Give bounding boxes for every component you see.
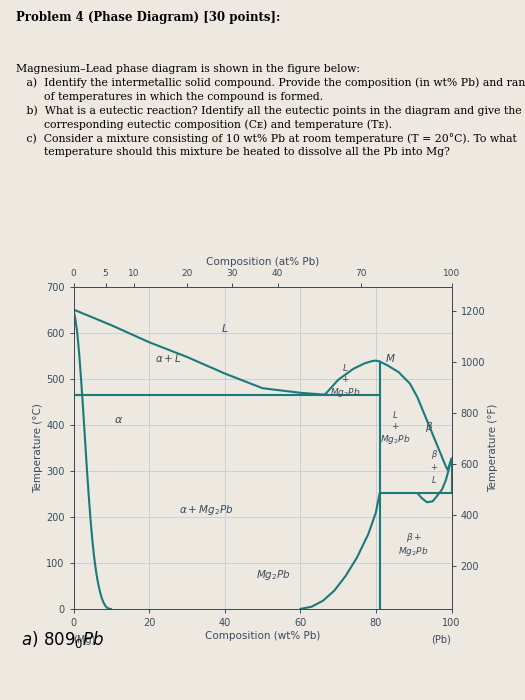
Text: $L$: $L$ — [221, 323, 228, 335]
Text: $L$
$+$
$Mg_2Pb$: $L$ $+$ $Mg_2Pb$ — [380, 409, 410, 446]
Text: $\beta +$
$Mg_2Pb$: $\beta +$ $Mg_2Pb$ — [398, 531, 429, 559]
Text: $Mg_2Pb$: $Mg_2Pb$ — [256, 568, 291, 582]
Text: (Mg): (Mg) — [74, 635, 96, 645]
Y-axis label: Temperature (°C): Temperature (°C) — [33, 403, 43, 493]
Text: Problem 4 (Phase Diagram) [30 points]:: Problem 4 (Phase Diagram) [30 points]: — [16, 11, 280, 25]
X-axis label: Composition (wt% Pb): Composition (wt% Pb) — [205, 631, 320, 640]
Y-axis label: Temperature (°F): Temperature (°F) — [488, 404, 498, 492]
Text: $L$
$+$
$Mg_2Pb$: $L$ $+$ $Mg_2Pb$ — [330, 362, 361, 399]
Text: $\alpha + Mg_2Pb$: $\alpha + Mg_2Pb$ — [178, 503, 233, 517]
Text: Magnesium–Lead phase diagram is shown in the figure below:
   a)  Identify the i: Magnesium–Lead phase diagram is shown in… — [16, 64, 525, 158]
Text: $\alpha + L$: $\alpha + L$ — [155, 352, 181, 364]
X-axis label: Composition (at% Pb): Composition (at% Pb) — [206, 257, 319, 267]
Text: $\beta$: $\beta$ — [425, 420, 433, 434]
Text: $\beta$
$+$
$L$: $\beta$ $+$ $L$ — [430, 448, 438, 485]
Text: $\mathit{a)}\ 809_0Pb$: $\mathit{a)}\ 809_0Pb$ — [21, 629, 104, 650]
Text: (Pb): (Pb) — [432, 635, 452, 645]
Text: $M$: $M$ — [385, 352, 396, 364]
Text: $\alpha$: $\alpha$ — [114, 415, 123, 426]
